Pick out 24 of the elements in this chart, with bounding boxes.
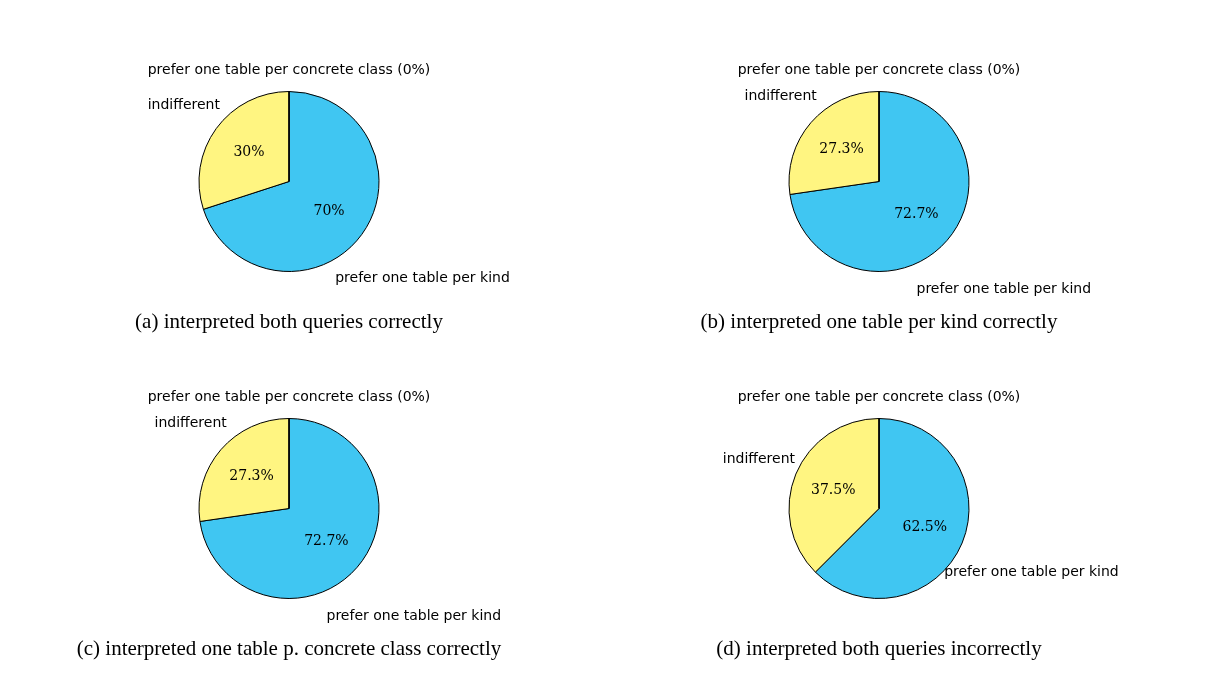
slice-label: prefer one table per kind [326,607,502,624]
data-label: 62.5% [902,518,947,535]
category-label: prefer one table per concrete class (0%) [737,387,1021,404]
category-label: prefer one table per concrete class (0%) [737,60,1021,77]
category-label: prefer one table per concrete class (0%) [147,60,431,77]
data-label: 72.7% [894,204,939,221]
category-label: prefer one table per concrete class (0%) [147,387,431,404]
text: (d) interpreted both queries incorrectly [716,636,1043,660]
text: (a) interpreted both queries correctly [135,309,444,333]
data-label: 70% [313,201,345,218]
slice-label: indifferent [147,96,221,113]
slice-label: prefer one table per kind [916,280,1092,297]
data-label: 30% [233,143,265,160]
data-label: 27.3% [229,467,274,484]
slice-label: indifferent [154,414,228,431]
slice-label: prefer one table per kind [335,269,510,286]
text: (b) interpreted one table per kind correctly [700,309,1058,333]
data-label: 72.7% [304,531,349,548]
data-label: 27.3% [819,140,864,157]
text: (c) interpreted one table p. concrete class correctly [76,636,502,660]
data-label: 37.5% [811,480,856,497]
slice-label: indifferent [722,449,796,466]
slice-label: prefer one table per kind [944,562,1119,579]
slice-label: indifferent [744,87,818,104]
